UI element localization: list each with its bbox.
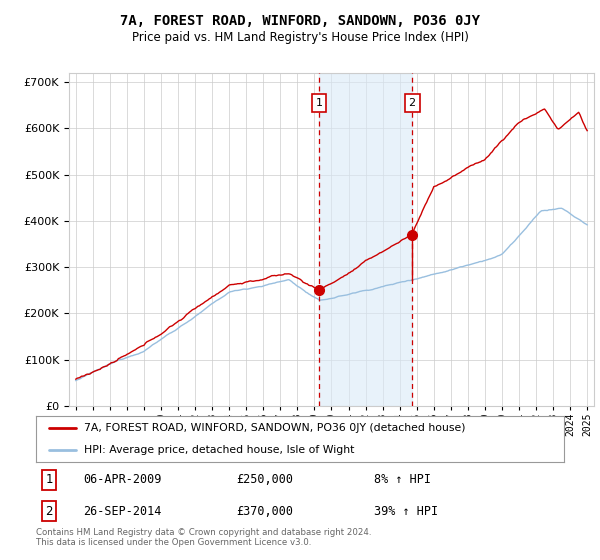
Text: HPI: Average price, detached house, Isle of Wight: HPI: Average price, detached house, Isle… [83, 445, 354, 455]
Text: 26-SEP-2014: 26-SEP-2014 [83, 505, 162, 518]
Text: 39% ↑ HPI: 39% ↑ HPI [374, 505, 438, 518]
Text: Contains HM Land Registry data © Crown copyright and database right 2024.
This d: Contains HM Land Registry data © Crown c… [36, 528, 371, 547]
Text: £250,000: £250,000 [236, 473, 293, 487]
Text: 7A, FOREST ROAD, WINFORD, SANDOWN, PO36 0JY: 7A, FOREST ROAD, WINFORD, SANDOWN, PO36 … [120, 14, 480, 28]
Bar [319, 73, 412, 406]
Text: 2: 2 [409, 98, 416, 108]
Text: 2: 2 [46, 505, 53, 518]
Text: Price paid vs. HM Land Registry's House Price Index (HPI): Price paid vs. HM Land Registry's House … [131, 31, 469, 44]
Text: 06-APR-2009: 06-APR-2009 [83, 473, 162, 487]
Text: 7A, FOREST ROAD, WINFORD, SANDOWN, PO36 0JY (detached house): 7A, FOREST ROAD, WINFORD, SANDOWN, PO36 … [83, 423, 465, 433]
Text: £370,000: £370,000 [236, 505, 293, 518]
Text: 1: 1 [316, 98, 323, 108]
Text: 1: 1 [46, 473, 53, 487]
Text: 8% ↑ HPI: 8% ↑ HPI [374, 473, 431, 487]
